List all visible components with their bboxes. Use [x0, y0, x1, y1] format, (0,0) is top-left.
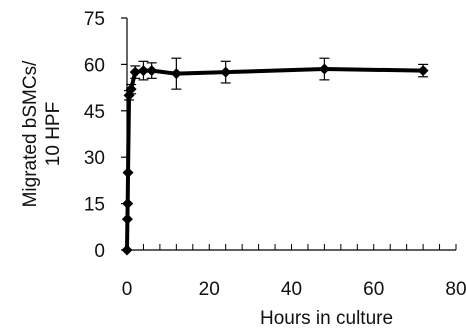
- x-tick-label: 80: [445, 279, 466, 300]
- data-point: [129, 66, 141, 78]
- y-tick-label: 75: [84, 9, 105, 30]
- y-tick-label: 15: [84, 195, 105, 216]
- y-axis-title-line: Migrated bSMCs/: [20, 60, 41, 207]
- y-tick-label: 30: [84, 148, 105, 169]
- x-tick-label: 40: [281, 279, 302, 300]
- data-point: [170, 68, 182, 80]
- data-point: [125, 83, 137, 95]
- data-point: [121, 244, 133, 256]
- data-point: [318, 63, 330, 75]
- data-point: [122, 198, 134, 210]
- y-axis-title-line: 10 HPF: [43, 102, 64, 166]
- data-point: [146, 65, 158, 77]
- series-line: [125, 67, 424, 251]
- y-tick-label: 0: [94, 241, 105, 262]
- x-tick-label: 20: [199, 279, 220, 300]
- x-tick-label: 60: [363, 279, 384, 300]
- series-layer: [121, 57, 429, 256]
- data-point: [121, 213, 133, 225]
- axis-labels: 0 15 30 45 60 75 0 20 40 60 80 Hours in culture Migr…: [20, 9, 466, 329]
- data-point: [417, 65, 429, 77]
- y-tick-label: 45: [84, 102, 105, 123]
- x-axis-title: Hours in culture: [260, 308, 393, 329]
- x-tick-label: 0: [122, 279, 133, 300]
- data-point: [137, 65, 149, 77]
- data-point: [220, 66, 232, 78]
- y-axis-title: Migrated bSMCs/10 HPF: [20, 60, 64, 207]
- y-tick-label: 60: [84, 55, 105, 76]
- data-point: [122, 167, 134, 179]
- axes: [121, 17, 457, 251]
